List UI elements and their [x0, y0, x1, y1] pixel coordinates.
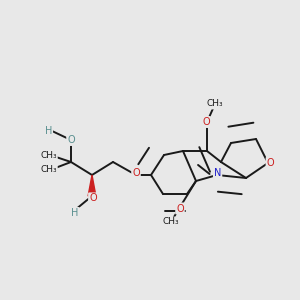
Text: O: O	[202, 117, 210, 127]
Text: CH₃: CH₃	[40, 166, 57, 175]
Text: O: O	[267, 158, 274, 168]
Text: H: H	[45, 126, 52, 136]
Text: O: O	[67, 135, 75, 145]
Text: O: O	[176, 203, 184, 214]
Text: CH₃: CH₃	[40, 151, 57, 160]
Text: CH₃: CH₃	[207, 100, 223, 109]
Polygon shape	[88, 175, 96, 196]
Text: H: H	[71, 208, 79, 218]
Text: O: O	[132, 168, 140, 178]
Text: N: N	[214, 168, 221, 178]
Text: O: O	[89, 194, 97, 203]
Text: CH₃: CH₃	[163, 218, 179, 226]
